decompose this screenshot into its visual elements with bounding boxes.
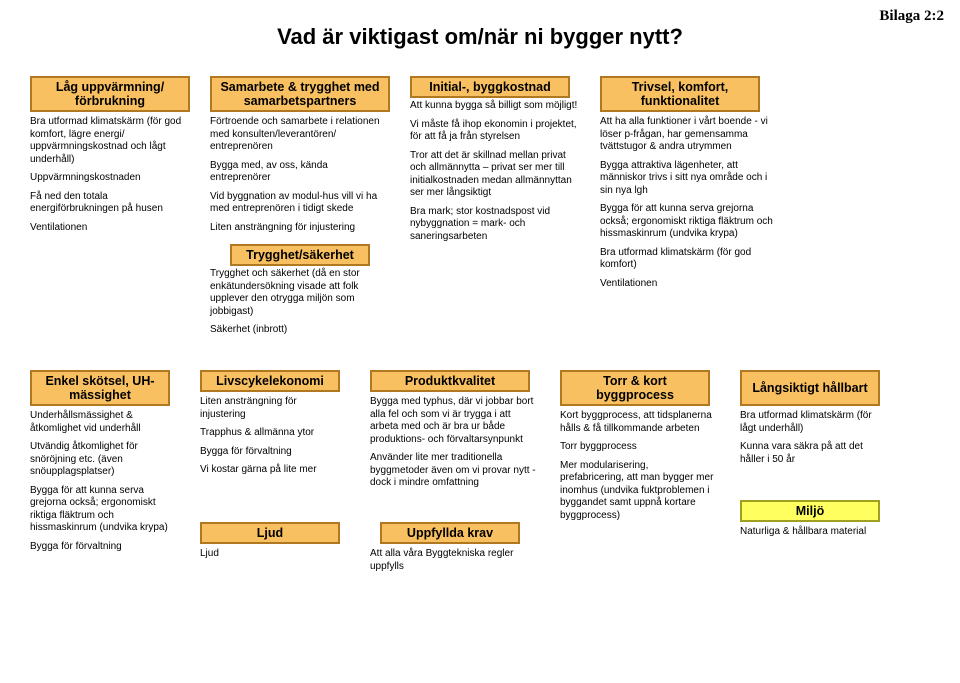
body-paragraph: Vid byggnation av modul-hus vill vi ha m… [210,191,390,216]
category-body-b2: Förtroende och samarbete i relationen me… [210,116,390,240]
body-paragraph: Bygga med, av oss, kända entreprenörer [210,160,390,185]
body-paragraph: Att ha alla funktioner i vårt boende - v… [600,116,780,154]
body-paragraph: Mer modularisering, prefabricering, att … [560,460,715,523]
category-box-b3: Trygghet/säkerhet [230,244,370,266]
body-paragraph: Trapphus & allmänna ytor [200,427,340,440]
category-box-b4: Initial-, byggkostnad [410,76,570,98]
body-paragraph: Säkerhet (inbrott) [210,324,390,337]
body-paragraph: Förtroende och samarbete i relationen me… [210,116,390,154]
category-body-b3: Trygghet och säkerhet (då en stor enkätu… [210,268,390,343]
body-paragraph: Bygga för förvaltning [30,541,175,554]
body-paragraph: Uppvärmningskostnaden [30,172,190,185]
body-paragraph: Naturliga & hållbara material [740,526,880,539]
body-paragraph: Bra utformad klimatskärm (för god komfor… [30,116,190,166]
category-body-b12: Bra utformad klimatskärm (för lågt under… [740,410,885,472]
body-paragraph: Vi kostar gärna på lite mer [200,464,340,477]
body-paragraph: Underhållsmässighet & åtkomlighet vid un… [30,410,175,435]
body-paragraph: Vi måste få ihop ekonomin i projektet, f… [410,119,580,144]
category-box-b12: Långsiktigt hållbart [740,370,880,406]
category-body-b1: Bra utformad klimatskärm (för god komfor… [30,116,190,240]
body-paragraph: Att kunna bygga så billigt som möjligt! [410,100,580,113]
body-paragraph: Få ned den totala energiförbrukningen på… [30,191,190,216]
body-paragraph: Bra utformad klimatskärm (för lågt under… [740,410,885,435]
body-paragraph: Bygga för förvaltning [200,446,340,459]
category-box-b13: Miljö [740,500,880,522]
body-paragraph: Torr byggprocess [560,441,715,454]
category-box-b7: Livscykelekonomi [200,370,340,392]
category-box-b10: Uppfyllda krav [380,522,520,544]
body-paragraph: Använder lite mer traditionella byggmeto… [370,452,540,490]
body-paragraph: Liten ansträngning för injustering [210,222,390,235]
category-body-b11: Kort byggprocess, att tidsplanerna hålls… [560,410,715,528]
page-title: Vad är viktigast om/när ni bygger nytt? [0,24,960,50]
body-paragraph: Ventilationen [600,278,780,291]
body-paragraph: Bygga med typhus, där vi jobbar bort all… [370,396,540,446]
category-body-b10: Att alla våra Byggtekniska regler uppfyl… [370,548,530,579]
category-box-b9: Produktkvalitet [370,370,530,392]
category-body-b6: Underhållsmässighet & åtkomlighet vid un… [30,410,175,559]
category-body-b5: Att ha alla funktioner i vårt boende - v… [600,116,780,296]
category-box-b5: Trivsel, komfort, funktionalitet [600,76,760,112]
body-paragraph: Ventilationen [30,222,190,235]
body-paragraph: Bra mark; stor kostnadspost vid nybyggna… [410,206,580,244]
body-paragraph: Bra utformad klimatskärm (för god komfor… [600,247,780,272]
category-body-b9: Bygga med typhus, där vi jobbar bort all… [370,396,540,496]
body-paragraph: Kort byggprocess, att tidsplanerna hålls… [560,410,715,435]
category-box-b8: Ljud [200,522,340,544]
body-paragraph: Bygga attraktiva lägenheter, att människ… [600,160,780,198]
category-body-b13: Naturliga & hållbara material [740,526,880,545]
category-body-b7: Liten ansträngning för injustering Trapph… [200,396,340,483]
category-box-b2: Samarbete & trygghet med samarbetspartne… [210,76,390,112]
body-paragraph: Tror att det är skillnad mellan privat o… [410,150,580,200]
body-paragraph: Kunna vara säkra på att det håller i 50 … [740,441,885,466]
category-body-b4: Att kunna bygga så billigt som möjligt! V… [410,100,580,249]
category-box-b1: Låg uppvärmning/ förbrukning [30,76,190,112]
category-box-b6: Enkel skötsel, UH-mässighet [30,370,170,406]
body-paragraph: Utvändig åtkomlighet för snöröjning etc.… [30,441,175,479]
body-paragraph: Ljud [200,548,340,561]
page-corner-label: Bilaga 2:2 [879,8,944,25]
body-paragraph: Liten ansträngning för injustering [200,396,340,421]
body-paragraph: Att alla våra Byggtekniska regler uppfyl… [370,548,530,573]
body-paragraph: Bygga för att kunna serva grejorna också… [600,203,780,241]
body-paragraph: Trygghet och säkerhet (då en stor enkätu… [210,268,390,318]
body-paragraph: Bygga för att kunna serva grejorna också… [30,485,175,535]
category-body-b8: Ljud [200,548,340,567]
category-box-b11: Torr & kort byggprocess [560,370,710,406]
